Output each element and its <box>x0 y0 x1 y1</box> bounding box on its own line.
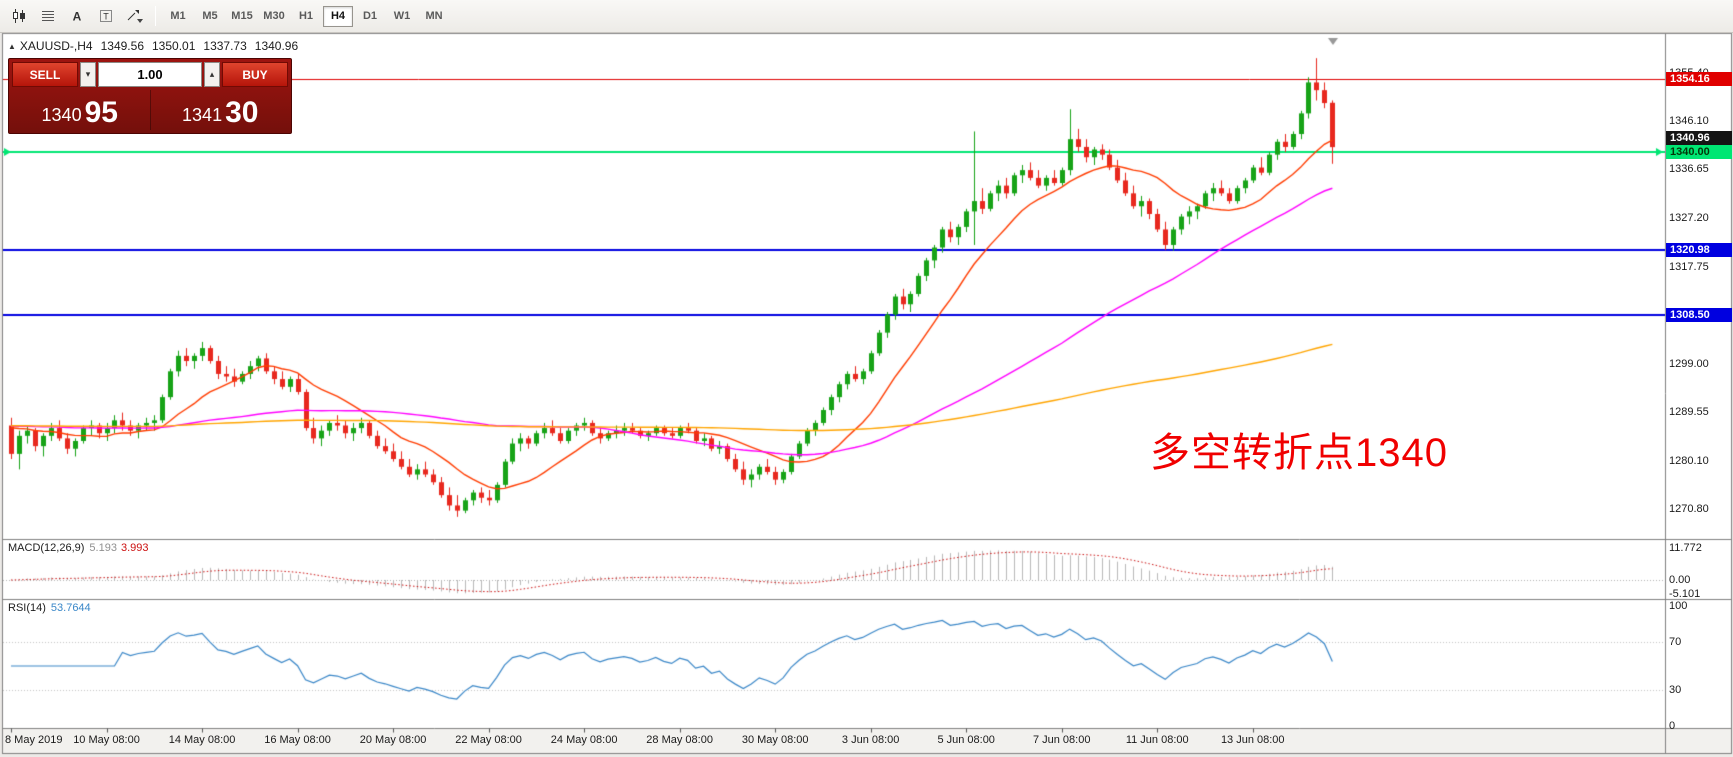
time-axis-label: 28 May 08:00 <box>646 734 713 746</box>
time-axis-label: 30 May 08:00 <box>741 734 809 746</box>
price-tick: 1327.20 <box>1669 212 1709 225</box>
chart-grid-icon[interactable] <box>34 4 61 28</box>
volume-increase-button[interactable]: ▴ <box>204 62 220 87</box>
time-axis-label: 8 May 2019 <box>5 734 63 746</box>
svg-text:A: A <box>72 10 81 24</box>
timeframe-button-h1[interactable]: H1 <box>291 6 321 27</box>
timeframe-button-d1[interactable]: D1 <box>355 6 385 27</box>
timeframe-button-m30[interactable]: M30 <box>259 6 289 27</box>
timeframe-button-m1[interactable]: M1 <box>163 6 193 27</box>
price-tick: 1280.10 <box>1669 455 1709 468</box>
volume-decrease-button[interactable]: ▾ <box>80 62 96 87</box>
time-axis-label: 24 May 08:00 <box>550 734 618 746</box>
timeframe-toolbar: M1 M5 M15 M30 H1 H4 D1 W1 MN <box>163 5 449 27</box>
price-badge: 1340.96 <box>1666 131 1732 146</box>
main-toolbar: A T M1 M5 M15 M30 H1 H4 D1 W1 MN <box>0 0 1733 33</box>
time-axis-label: 3 Jun 08:00 <box>841 734 900 746</box>
timeframe-button-mn[interactable]: MN <box>419 6 449 27</box>
volume-input[interactable] <box>98 62 202 87</box>
sell-button[interactable]: SELL <box>12 62 78 87</box>
timeframe-button-w1[interactable]: W1 <box>387 6 417 27</box>
trade-controls-row: SELL ▾ ▴ BUY <box>12 62 288 87</box>
price-tick: 1336.65 <box>1669 163 1709 176</box>
time-axis-label: 11 Jun 08:00 <box>1125 734 1189 746</box>
price-badge: 1308.50 <box>1666 307 1732 322</box>
price-tick: 1346.10 <box>1669 114 1709 127</box>
time-axis-label: 13 Jun 08:00 <box>1220 734 1285 746</box>
candlestick-style-icon[interactable] <box>5 4 32 28</box>
buy-button[interactable]: BUY <box>222 62 288 87</box>
drawing-tools-icon[interactable] <box>121 4 148 28</box>
price-tick: 1299.00 <box>1669 357 1709 370</box>
timeframe-button-h4[interactable]: H4 <box>323 5 353 27</box>
timeframe-button-m15[interactable]: M15 <box>227 6 257 27</box>
time-axis-label: 22 May 08:00 <box>455 734 522 746</box>
time-axis-label: 16 May 08:00 <box>264 734 331 746</box>
time-axis-label: 5 Jun 08:00 <box>937 734 995 746</box>
price-badge: 1320.98 <box>1666 243 1732 258</box>
price-badge: 1354.16 <box>1666 72 1732 87</box>
toolbar-separator <box>155 6 156 26</box>
price-tick: 1317.75 <box>1669 260 1709 273</box>
price-tick: 1270.80 <box>1669 503 1709 516</box>
timeframe-button-m5[interactable]: M5 <box>195 6 225 27</box>
price-tick: 1289.55 <box>1669 406 1709 419</box>
text-box-tool-icon[interactable]: T <box>92 4 119 28</box>
chart-tools-group: A T <box>5 4 148 28</box>
svg-text:T: T <box>103 12 109 22</box>
time-axis-label: 14 May 08:00 <box>168 734 236 746</box>
dropdown-caret-icon <box>136 19 143 23</box>
text-label-tool-icon[interactable]: A <box>63 4 90 28</box>
time-axis-label: 10 May 08:00 <box>73 734 140 746</box>
time-axis-label: 20 May 08:00 <box>359 734 427 746</box>
time-axis-label: 7 Jun 08:00 <box>1032 734 1091 746</box>
price-badge: 1340.00 <box>1666 145 1732 160</box>
